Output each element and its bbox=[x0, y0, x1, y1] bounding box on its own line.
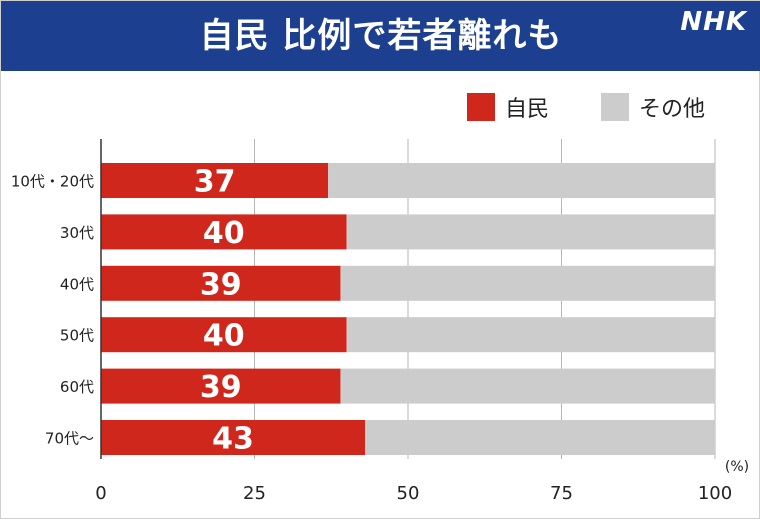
data-label: 43 bbox=[212, 422, 254, 457]
data-label: 39 bbox=[200, 370, 242, 405]
bar-ldp bbox=[101, 214, 347, 250]
nhk-logo: NHK bbox=[680, 7, 747, 37]
legend: 自民 その他 bbox=[1, 91, 760, 123]
data-label: 40 bbox=[203, 319, 245, 354]
bar-ldp bbox=[101, 265, 341, 301]
category-label: 40代 bbox=[60, 275, 94, 293]
bar-ldp bbox=[101, 317, 347, 353]
category-label: 70代～ bbox=[45, 430, 94, 448]
bar-other bbox=[365, 420, 715, 455]
legend-item-ldp: 自民 bbox=[467, 91, 549, 123]
bar-ldp bbox=[101, 163, 329, 198]
category-label: 50代 bbox=[60, 327, 94, 345]
data-label: 39 bbox=[200, 267, 242, 302]
x-tick-label: 75 bbox=[550, 483, 573, 504]
legend-swatch-other bbox=[601, 93, 629, 121]
chart-title: 自民 比例で若者離れも bbox=[199, 16, 563, 56]
bar-other bbox=[346, 214, 715, 250]
bar-other bbox=[340, 265, 715, 301]
bar-other bbox=[328, 163, 715, 198]
category-label: 60代 bbox=[60, 378, 94, 396]
bar-ldp bbox=[101, 420, 366, 455]
x-tick-label: 50 bbox=[397, 483, 420, 504]
bar-other bbox=[340, 368, 715, 404]
data-label: 37 bbox=[194, 165, 236, 200]
unit-label: (%) bbox=[725, 459, 749, 475]
x-tick-label: 25 bbox=[243, 483, 266, 504]
legend-swatch-ldp bbox=[467, 93, 495, 121]
legend-label-other: その他 bbox=[639, 97, 706, 122]
bar-ldp bbox=[101, 368, 341, 404]
category-label: 10代・20代 bbox=[11, 173, 94, 191]
category-label: 30代 bbox=[60, 224, 94, 242]
data-label: 40 bbox=[203, 216, 245, 251]
x-tick-label: 0 bbox=[95, 483, 106, 504]
legend-item-other: その他 bbox=[601, 91, 705, 123]
x-tick-label: 100 bbox=[698, 483, 732, 504]
title-bar: 自民 比例で若者離れも NHK bbox=[1, 1, 760, 71]
bar-other bbox=[346, 317, 715, 353]
legend-label-ldp: 自民 bbox=[505, 97, 550, 122]
